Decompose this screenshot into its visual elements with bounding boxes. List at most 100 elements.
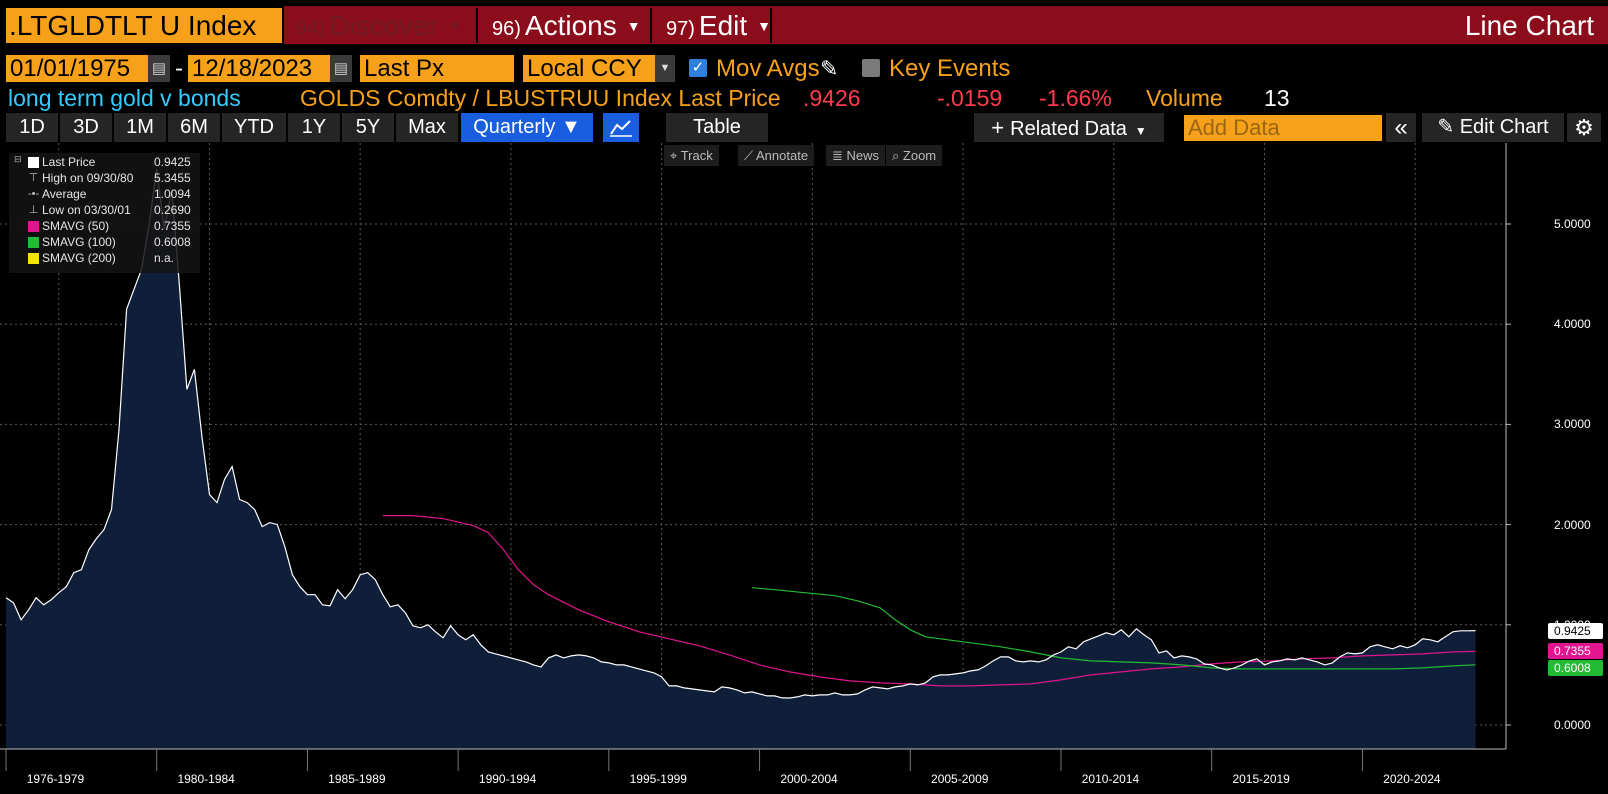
news-tool[interactable]: ≣ News bbox=[826, 145, 886, 166]
period-ytd-button[interactable]: YTD bbox=[222, 113, 286, 142]
period-1m-button[interactable]: 1M bbox=[114, 113, 166, 142]
chevron-down-icon[interactable]: ▼ bbox=[655, 55, 675, 82]
line-chart-icon[interactable] bbox=[603, 113, 639, 142]
legend-row-last-price: Last Price 0.9425 bbox=[9, 154, 200, 170]
y-tick-label: 0.0000 bbox=[1554, 718, 1591, 732]
legend-label: Last Price bbox=[42, 155, 96, 169]
legend-row-smavg-100: SMAVG (100) 0.6008 bbox=[9, 234, 200, 250]
annotate-tool[interactable]: ⟋ Annotate bbox=[738, 145, 815, 166]
title-separator bbox=[476, 8, 478, 43]
discover-number: 94) bbox=[296, 18, 325, 40]
high-marker-icon: ⊤ bbox=[28, 172, 39, 184]
x-tick-label: 1976-1979 bbox=[26, 772, 85, 786]
security-ticker[interactable]: .LTGLDTLT U Index bbox=[6, 8, 282, 43]
legend-label: Average bbox=[42, 187, 87, 201]
edit-chart-button[interactable]: ✎ Edit Chart bbox=[1422, 113, 1564, 142]
start-date-field[interactable]: 01/01/1975 bbox=[6, 55, 148, 82]
period-max-button[interactable]: Max bbox=[396, 113, 458, 142]
legend-row-average: -•- Average 1.0094 bbox=[9, 186, 200, 202]
actions-number: 96) bbox=[492, 18, 521, 40]
legend-value: n.a. bbox=[154, 251, 175, 265]
collapse-legend-icon[interactable]: ⊟ bbox=[14, 154, 22, 164]
y-tick-label: 5.0000 bbox=[1554, 217, 1591, 231]
table-button[interactable]: Table bbox=[666, 113, 768, 142]
period-3d-button[interactable]: 3D bbox=[60, 113, 112, 142]
x-tick-label: 2020-2024 bbox=[1383, 772, 1441, 786]
last-price-area bbox=[6, 168, 1476, 749]
legend-swatch bbox=[28, 237, 39, 248]
calendar-icon[interactable]: ▤ bbox=[330, 55, 352, 82]
edit-label: Edit bbox=[698, 10, 748, 41]
key-events-label[interactable]: Key Events bbox=[889, 55, 1011, 82]
chart-area[interactable] bbox=[0, 143, 1608, 794]
add-data-input[interactable]: Add Data bbox=[1184, 115, 1382, 141]
x-tick-label: 2015-2019 bbox=[1232, 772, 1290, 786]
edit-chart-label: Edit Chart bbox=[1459, 116, 1549, 138]
gear-icon[interactable]: ⚙ bbox=[1567, 113, 1601, 142]
legend-swatch bbox=[28, 157, 39, 168]
x-tick-label: 1985-1989 bbox=[328, 772, 386, 786]
y-tick-label: 3.0000 bbox=[1554, 417, 1591, 432]
smavg-100-tag: 0.6008 bbox=[1548, 660, 1603, 677]
view-title: Line Chart bbox=[1464, 10, 1594, 41]
legend-label: SMAVG (100) bbox=[42, 235, 116, 249]
news-icon: ≣ bbox=[832, 148, 847, 163]
x-tick-label: 1990-1994 bbox=[478, 772, 537, 786]
legend-row-high: ⊤ High on 09/30/80 5.3455 bbox=[9, 170, 200, 186]
key-events-checkbox[interactable] bbox=[862, 59, 880, 77]
mov-avgs-label[interactable]: Mov Avgs bbox=[716, 55, 820, 82]
period-6m-button[interactable]: 6M bbox=[168, 113, 220, 142]
pct-change: -1.66% bbox=[1039, 85, 1112, 111]
mov-avgs-checkbox[interactable]: ✓ bbox=[689, 59, 707, 77]
last-price: .9426 bbox=[803, 85, 861, 111]
annotate-label: Annotate bbox=[756, 148, 809, 163]
legend-swatch bbox=[28, 253, 39, 264]
line-chart-glyph bbox=[610, 120, 632, 137]
chevron-down-icon: ▼ bbox=[626, 18, 641, 34]
x-tick-label: 2000-2004 bbox=[780, 772, 838, 786]
x-tick-label: 1995-1999 bbox=[629, 772, 687, 786]
crosshair-icon: ⌖ bbox=[670, 148, 681, 163]
collapse-icon[interactable]: « bbox=[1386, 113, 1416, 142]
smavg-line bbox=[382, 515, 1476, 687]
currency-select[interactable]: Local CCY bbox=[523, 55, 655, 82]
volume-label: Volume bbox=[1146, 85, 1223, 111]
price-chart[interactable] bbox=[0, 143, 1608, 794]
volume-value: 13 bbox=[1264, 85, 1290, 111]
period-5y-button[interactable]: 5Y bbox=[342, 113, 394, 142]
period-1y-button[interactable]: 1Y bbox=[288, 113, 340, 142]
legend-row-smavg-200: SMAVG (200) n.a. bbox=[9, 250, 200, 266]
news-label: News bbox=[846, 148, 880, 163]
period-1d-button[interactable]: 1D bbox=[6, 113, 58, 142]
low-marker-icon: ⊥ bbox=[28, 204, 39, 216]
legend-value: 0.7355 bbox=[154, 219, 191, 233]
actions-label: Actions bbox=[524, 10, 617, 41]
calendar-icon[interactable]: ▤ bbox=[148, 55, 170, 82]
price-field-select[interactable]: Last Px bbox=[360, 55, 514, 82]
legend-row-smavg-50: SMAVG (50) 0.7355 bbox=[9, 218, 200, 234]
actions-menu[interactable]: 96) Actions ▼ bbox=[484, 8, 648, 43]
pencil-icon[interactable]: ✎ bbox=[820, 56, 839, 81]
zoom-tool[interactable]: ⌕ Zoom bbox=[886, 145, 943, 166]
annotate-icon: ⟋ bbox=[744, 148, 756, 163]
y-tick-label: 4.0000 bbox=[1554, 317, 1591, 332]
zoom-label: Zoom bbox=[902, 148, 937, 163]
track-label: Track bbox=[680, 148, 713, 163]
edit-menu[interactable]: 97) Edit ▼ bbox=[658, 8, 782, 43]
chart-legend: ⊟ Last Price 0.9425 ⊤ High on 09/30/80 5.34… bbox=[9, 153, 200, 273]
title-bar-background bbox=[284, 6, 1608, 44]
net-change: -.0159 bbox=[937, 85, 1003, 111]
x-tick-label: 2010-2014 bbox=[1081, 772, 1140, 786]
chevron-down-icon: ▼ bbox=[447, 18, 462, 34]
legend-value: 1.0094 bbox=[154, 187, 191, 201]
y-tick-label: 2.0000 bbox=[1554, 517, 1591, 532]
frequency-dropdown[interactable]: Quarterly ▼ bbox=[461, 113, 593, 142]
legend-value: 0.2690 bbox=[154, 203, 191, 217]
related-data-menu[interactable]: + Related Data ▼ bbox=[974, 113, 1164, 142]
discover-label: Discover bbox=[328, 10, 438, 41]
discover-menu[interactable]: 94) Discover ▼ bbox=[288, 8, 474, 43]
track-tool[interactable]: ⌖ Track bbox=[664, 145, 719, 166]
security-description: long term gold v bonds bbox=[8, 85, 241, 111]
legend-label: SMAVG (50) bbox=[42, 219, 110, 233]
end-date-field[interactable]: 12/18/2023 bbox=[188, 55, 330, 82]
